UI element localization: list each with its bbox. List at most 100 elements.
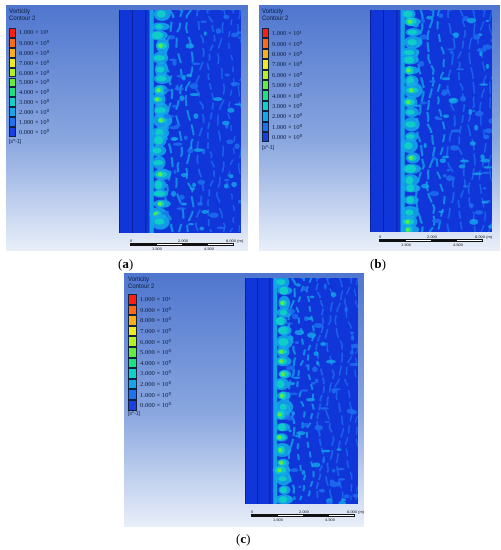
scale-bar-segment <box>156 244 182 245</box>
vortex-blob <box>153 55 166 61</box>
vortex-core <box>408 155 414 160</box>
vortex-core <box>405 227 411 232</box>
vorticity-patch <box>446 175 454 182</box>
scale-bar-segment <box>303 515 329 516</box>
vorticity-patch <box>193 148 204 152</box>
legend-level-label: 6.000 × 10⁰ <box>140 338 172 346</box>
scale-label-top: 6.000 (m) <box>226 238 244 243</box>
vorticity-patch <box>201 210 209 214</box>
vorticity-patch <box>189 92 200 97</box>
vorticity-patch <box>485 19 489 23</box>
legend-level-label: 9.000 × 10⁰ <box>19 39 50 47</box>
vorticity-patch <box>349 350 354 355</box>
legend-level: 7.000 × 10⁰ <box>9 57 49 68</box>
caption-close-paren: ) <box>381 256 386 271</box>
vortex-core <box>158 118 163 123</box>
vorticity-patch <box>436 117 443 121</box>
vorticity-patch <box>226 139 234 145</box>
legend-level-label: 4.000 × 10⁰ <box>140 359 172 367</box>
vortex-blob <box>278 476 287 482</box>
legend-swatch <box>9 97 16 108</box>
vorticity-patch <box>313 351 319 357</box>
vortex-blob <box>278 337 289 347</box>
vorticity-patch <box>426 15 434 20</box>
caption-letter: b <box>374 256 382 271</box>
vorticity-streak <box>285 278 297 501</box>
vorticity-patch <box>294 329 305 336</box>
vorticity-patch <box>291 411 295 416</box>
vorticity-patch <box>352 493 358 498</box>
legend-swatch <box>262 38 269 49</box>
vorticity-patch <box>484 128 492 134</box>
legend-swatch <box>9 117 16 127</box>
legend-level: 8.000 × 10⁰ <box>9 47 49 58</box>
vortex-blob <box>404 49 415 56</box>
vortex-core <box>279 393 284 398</box>
legend-swatch <box>262 132 269 143</box>
vortex-core <box>407 19 413 24</box>
vorticity-patch <box>285 365 295 371</box>
vorticity-patch <box>189 187 196 191</box>
vorticity-patch <box>480 154 485 160</box>
legend-subtitle: Contour 2 <box>128 284 155 290</box>
vorticity-patch <box>312 366 318 372</box>
vortex-blob <box>153 190 166 197</box>
vorticity-patch <box>321 449 331 453</box>
legend-level-label: 3.000 × 10⁰ <box>19 99 50 107</box>
legend-swatch <box>262 28 269 39</box>
vortex-blob <box>406 109 415 115</box>
vorticity-streak <box>194 10 205 233</box>
legend-level-label: 0.000 × 10⁰ <box>272 134 303 142</box>
vorticity-patch <box>163 88 172 92</box>
vorticity-patch <box>200 20 207 24</box>
legend-swatch <box>9 37 16 48</box>
vorticity-contour-plot <box>245 278 358 504</box>
legend-level: 8.000 × 10⁰ <box>128 315 171 326</box>
vorticity-patch <box>175 84 179 91</box>
vortex-core <box>156 88 161 93</box>
vorticity-patch <box>289 381 295 386</box>
vorticity-patch <box>472 34 481 40</box>
legend-swatch <box>262 90 269 101</box>
scale-bar-segment <box>131 244 157 245</box>
legend-level-label: 8.000 × 10⁰ <box>140 317 172 325</box>
vorticity-patch <box>224 178 230 182</box>
vorticity-patch <box>429 191 440 197</box>
legend-level: 5.000 × 10⁰ <box>262 80 303 91</box>
vorticity-patch <box>187 148 194 154</box>
legend-level-label: 3.000 × 10⁰ <box>272 102 303 110</box>
vorticity-patch <box>448 97 459 104</box>
vortex-blob <box>404 56 415 64</box>
legend-level-label: 4.000 × 10⁰ <box>19 89 50 97</box>
vorticity-patch <box>442 155 450 159</box>
vorticity-patch <box>300 389 309 392</box>
vorticity-patch <box>224 73 230 77</box>
caption-open-paren: ( <box>236 531 241 546</box>
contour-field <box>245 278 358 504</box>
vorticity-patch <box>483 134 490 140</box>
vorticity-patch <box>314 378 319 384</box>
legend-level: 3.000 × 10⁰ <box>9 97 50 108</box>
vorticity-patch <box>323 283 327 290</box>
legend-swatch <box>128 304 137 316</box>
legend-level: 4.000 × 10⁰ <box>9 87 50 98</box>
vortex-blob <box>278 326 290 335</box>
vorticity-patch <box>168 58 177 62</box>
vorticity-patch <box>287 308 296 315</box>
legend-level: 2.000 × 10⁰ <box>9 107 49 118</box>
vorticity-patch <box>350 409 357 415</box>
vorticity-patch <box>176 207 187 210</box>
legend-level-label: 5.000 × 10⁰ <box>272 82 303 90</box>
vorticity-patch <box>203 31 207 36</box>
vorticity-patch <box>288 429 292 433</box>
vorticity-patch <box>305 364 310 368</box>
vorticity-patch <box>236 31 241 35</box>
vorticity-streak <box>206 10 216 233</box>
vorticity-patch <box>466 17 477 24</box>
vortex-blob <box>152 31 164 40</box>
vorticity-patch <box>301 470 306 475</box>
vorticity-patch <box>441 89 450 95</box>
vortex-blob <box>407 29 418 35</box>
scale-label-bottom: 4.500 <box>453 242 464 247</box>
vorticity-patch <box>437 13 444 18</box>
